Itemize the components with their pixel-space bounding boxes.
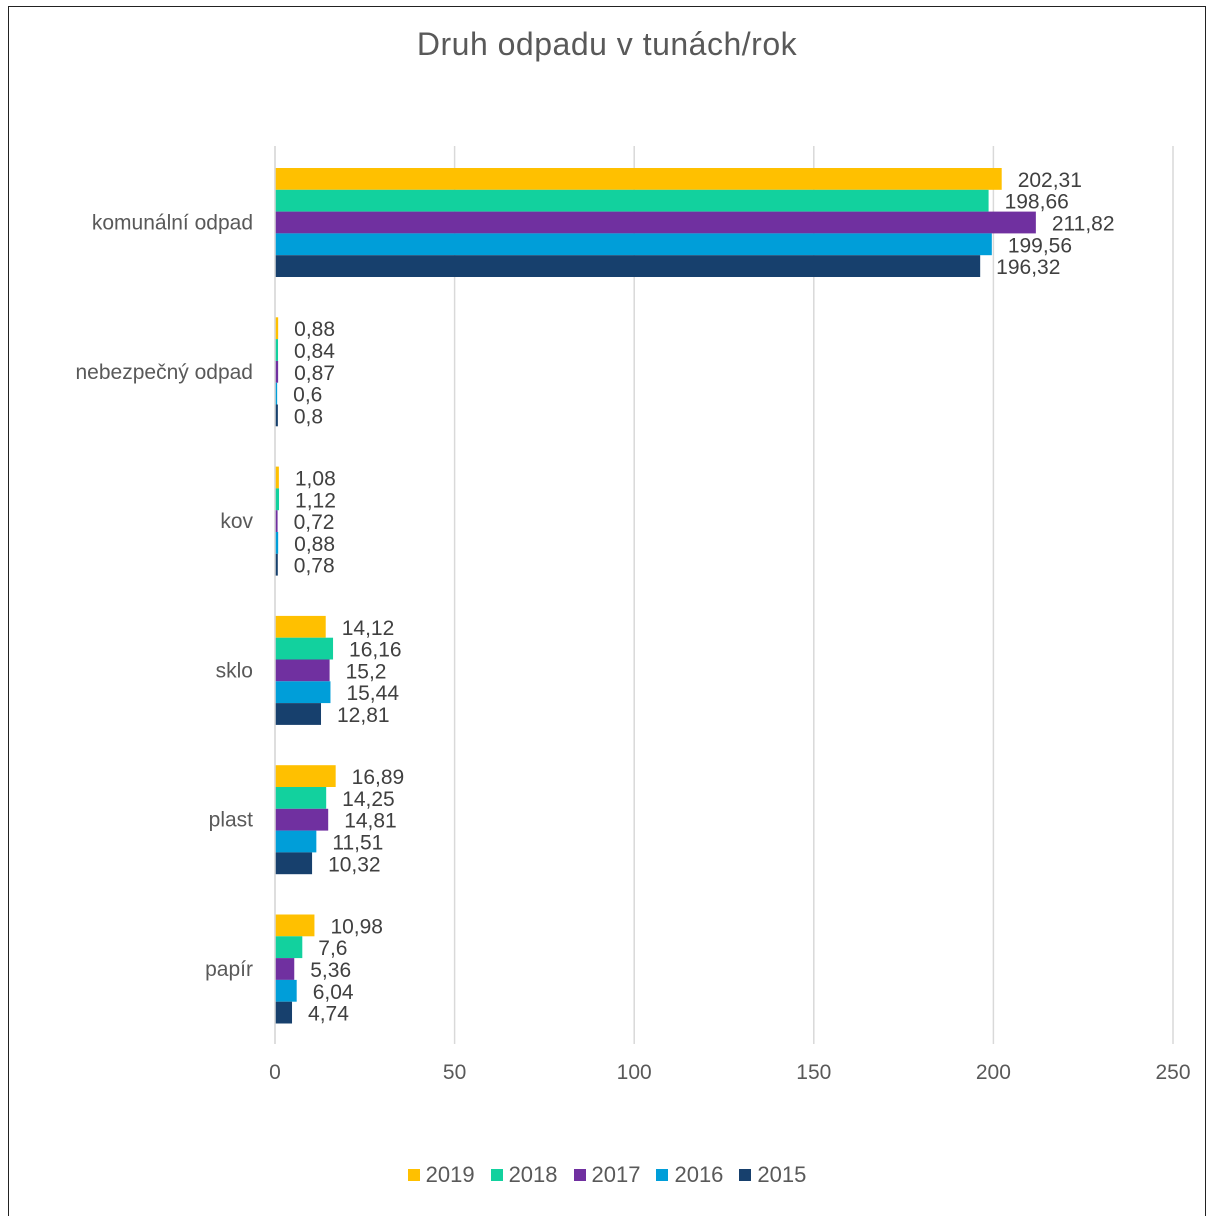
legend-label: 2019 bbox=[425, 1162, 475, 1187]
chart-title: Druh odpadu v tunách/rok bbox=[416, 26, 798, 62]
bar bbox=[275, 830, 317, 853]
bar bbox=[275, 168, 1002, 190]
bar bbox=[275, 637, 334, 660]
x-tick-label: 150 bbox=[796, 1061, 831, 1084]
data-label: 199,56 bbox=[1008, 234, 1072, 257]
data-label: 0,84 bbox=[294, 340, 335, 363]
legend-item: 2017 bbox=[573, 1162, 641, 1188]
data-label: 7,6 bbox=[318, 937, 347, 960]
bar bbox=[275, 360, 279, 383]
category-label: plast bbox=[209, 809, 254, 832]
bar bbox=[275, 339, 279, 361]
data-label: 0,88 bbox=[294, 318, 335, 341]
bar bbox=[275, 466, 279, 489]
legend-swatch bbox=[407, 1169, 420, 1181]
bar bbox=[275, 681, 331, 704]
bar bbox=[275, 615, 326, 638]
data-label: 198,66 bbox=[1005, 191, 1069, 214]
x-tick-label: 250 bbox=[1155, 1061, 1190, 1084]
data-label: 14,81 bbox=[344, 810, 397, 833]
x-tick-label: 100 bbox=[617, 1061, 652, 1084]
bar bbox=[275, 659, 330, 682]
legend-item: 2016 bbox=[656, 1162, 723, 1188]
data-label: 16,89 bbox=[352, 766, 405, 789]
legend-label: 2016 bbox=[674, 1162, 724, 1187]
category-label: komunální odpad bbox=[92, 212, 253, 235]
bar bbox=[275, 852, 313, 875]
legend-label: 2015 bbox=[757, 1162, 807, 1187]
bar bbox=[275, 765, 336, 787]
data-label: 14,25 bbox=[342, 788, 395, 811]
data-label: 1,12 bbox=[295, 489, 336, 512]
bar bbox=[275, 317, 279, 340]
legend-item: 2018 bbox=[490, 1162, 558, 1188]
category-label: papír bbox=[205, 958, 253, 981]
bar bbox=[275, 189, 989, 212]
data-label: 0,72 bbox=[294, 511, 335, 534]
data-label: 12,81 bbox=[337, 704, 390, 727]
x-tick-label: 200 bbox=[976, 1061, 1011, 1084]
data-label: 0,88 bbox=[294, 533, 335, 556]
bar bbox=[275, 958, 295, 980]
data-label: 15,44 bbox=[346, 682, 399, 705]
data-label: 202,31 bbox=[1018, 169, 1082, 192]
legend-swatch bbox=[490, 1169, 503, 1181]
data-label: 196,32 bbox=[996, 256, 1060, 279]
data-label: 0,6 bbox=[293, 384, 322, 407]
legend: 2019 2018 2017 2016 2015 bbox=[0, 1162, 1214, 1188]
chart-frame bbox=[8, 6, 1206, 1216]
data-label: 14,12 bbox=[342, 617, 395, 640]
data-label: 4,74 bbox=[308, 1003, 349, 1026]
data-label: 0,8 bbox=[294, 405, 323, 428]
data-label: 5,36 bbox=[310, 959, 351, 982]
legend-item: 2015 bbox=[739, 1162, 806, 1188]
data-label: 1,08 bbox=[295, 468, 336, 491]
category-label: sklo bbox=[216, 659, 253, 682]
bar bbox=[275, 914, 315, 937]
data-label: 10,32 bbox=[328, 853, 381, 876]
legend-swatch bbox=[739, 1169, 752, 1181]
bar bbox=[275, 1001, 293, 1024]
legend-swatch bbox=[656, 1169, 669, 1181]
data-label: 11,51 bbox=[332, 832, 383, 855]
bar bbox=[275, 532, 279, 554]
bar bbox=[275, 510, 278, 532]
bar-chart: 0 50 100 150 200 250 komunální odpad nebezpečný… bbox=[76, 146, 1191, 1084]
x-tick-label: 50 bbox=[443, 1061, 466, 1084]
data-label: 10,98 bbox=[330, 915, 383, 938]
data-label: 0,78 bbox=[294, 555, 335, 578]
bar bbox=[275, 404, 278, 427]
bar bbox=[275, 255, 981, 277]
data-label: 16,16 bbox=[349, 639, 402, 662]
category-label: nebezpečný odpad bbox=[76, 361, 254, 384]
bar bbox=[275, 211, 1036, 234]
category-label: kov bbox=[220, 510, 253, 533]
data-label: 211,82 bbox=[1052, 213, 1115, 236]
bar bbox=[275, 703, 322, 725]
bar bbox=[275, 787, 327, 809]
legend-swatch bbox=[573, 1169, 586, 1181]
bar bbox=[275, 936, 303, 959]
bar bbox=[275, 979, 297, 1002]
bar bbox=[275, 382, 278, 405]
data-label: 0,87 bbox=[294, 362, 335, 385]
bar bbox=[275, 233, 992, 256]
legend-label: 2018 bbox=[508, 1162, 558, 1187]
data-label: 6,04 bbox=[313, 981, 354, 1004]
bar bbox=[275, 488, 280, 511]
data-label: 15,2 bbox=[346, 660, 387, 683]
bar bbox=[275, 553, 278, 576]
legend-item: 2019 bbox=[407, 1162, 475, 1188]
bar bbox=[275, 808, 329, 831]
legend-label: 2017 bbox=[591, 1162, 641, 1187]
x-tick-label: 0 bbox=[269, 1061, 281, 1084]
